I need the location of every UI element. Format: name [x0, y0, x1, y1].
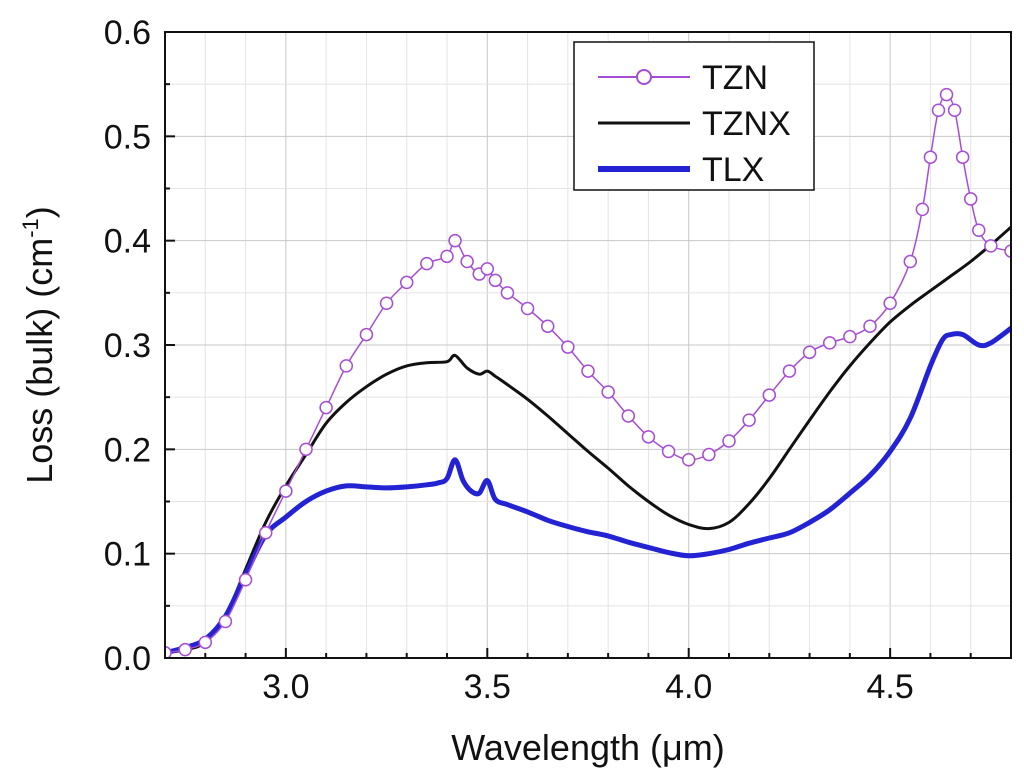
data-point-tzn — [681, 453, 696, 467]
x-tick-label: 4.5 — [867, 668, 914, 706]
data-point-tzn — [722, 434, 736, 448]
data-point-tzn — [379, 296, 394, 311]
data-point-tzn — [883, 296, 897, 311]
data-point-tzn — [339, 359, 354, 373]
x-axis-title-unit: μm — [662, 727, 713, 768]
data-point-tzn — [165, 646, 172, 658]
series-line-tznx — [165, 225, 1011, 655]
data-point-tzn — [955, 150, 970, 164]
data-point-tzn — [863, 319, 877, 333]
series-tlx — [165, 325, 1011, 656]
y-axis-title-sup: -1 — [18, 218, 43, 238]
data-point-tzn — [939, 87, 954, 102]
data-point-tzn — [843, 329, 857, 344]
data-point-tzn — [702, 447, 716, 462]
y-tick-label: 0.6 — [104, 14, 151, 52]
data-point-tzn — [399, 275, 414, 290]
x-axis-title-close: ) — [713, 727, 725, 768]
y-axis-title-text: Loss (bulk) (cm — [19, 238, 60, 484]
data-point-tzn — [488, 273, 503, 288]
data-point-tzn — [561, 340, 575, 354]
data-point-tzn — [218, 614, 233, 629]
series-layer — [165, 87, 1011, 658]
series-tzn — [165, 87, 1011, 658]
data-point-tzn — [500, 286, 515, 300]
legend-label-tznx: TZNX — [702, 105, 791, 143]
data-point-tzn — [279, 484, 293, 498]
x-tick-label: 3.0 — [262, 668, 309, 706]
data-point-tzn — [258, 526, 273, 540]
y-tick-label: 0.5 — [104, 118, 151, 156]
data-point-tzn — [238, 573, 253, 587]
data-point-tzn — [178, 642, 192, 657]
data-point-tzn — [641, 430, 656, 444]
y-tick-label: 0.4 — [104, 223, 151, 261]
y-tick-label: 0.3 — [104, 327, 151, 365]
data-point-tzn — [540, 319, 555, 333]
y-tick-label: 0.2 — [104, 431, 151, 469]
data-point-tzn — [319, 400, 333, 415]
x-axis-title-text: Wavelength ( — [451, 727, 662, 768]
data-point-tzn — [480, 262, 495, 276]
legend-label-tlx: TLX — [702, 151, 764, 189]
x-tick-label: 4.0 — [665, 668, 712, 706]
legend-label-tzn: TZN — [702, 59, 768, 97]
data-point-tzn — [822, 336, 837, 350]
axis-ticks: 3.0 3.5 4.0 4.5 0.0 0.1 0.2 0.3 0.4 0.5 0.6 — [104, 14, 1012, 706]
legend-marker-tzn — [636, 69, 652, 85]
data-point-tzn — [931, 103, 946, 117]
series-line-tlx — [165, 325, 1011, 656]
data-point-tzn — [742, 413, 756, 427]
data-point-tzn — [1004, 244, 1011, 258]
x-axis-title: Wavelength (μm) — [451, 727, 725, 768]
y-axis-title-close: ) — [19, 206, 60, 218]
data-point-tzn — [972, 223, 986, 237]
legend: TZN TZNX TLX — [573, 41, 815, 191]
data-point-tzn — [782, 364, 797, 378]
y-tick-label: 0.0 — [104, 640, 151, 678]
series-tznx — [165, 225, 1011, 655]
legend-item-tzn: TZN — [598, 59, 768, 97]
y-tick-label: 0.1 — [104, 536, 151, 574]
data-point-tzn — [460, 254, 474, 269]
data-point-tzn — [581, 364, 595, 378]
data-point-tzn — [661, 444, 676, 459]
data-point-tzn — [963, 192, 978, 206]
data-point-tzn — [923, 150, 938, 164]
data-point-tzn — [984, 239, 998, 253]
data-point-tzn — [601, 385, 615, 399]
legend-box — [573, 41, 815, 191]
x-tick-label: 3.5 — [464, 668, 511, 706]
data-point-tzn — [520, 301, 535, 316]
data-point-tzn — [915, 202, 930, 217]
data-point-tzn — [198, 635, 213, 650]
data-point-tzn — [420, 256, 434, 271]
data-point-tzn — [903, 254, 918, 269]
data-point-tzn — [762, 388, 777, 402]
legend-item-tznx: TZNX — [598, 105, 791, 143]
data-point-tzn — [802, 345, 817, 360]
data-point-tzn — [440, 249, 454, 264]
data-point-tzn — [448, 233, 462, 248]
legend-item-tlx: TLX — [598, 151, 764, 189]
data-point-tzn — [299, 442, 313, 457]
data-point-tzn — [359, 327, 374, 342]
y-axis-title: Loss (bulk) (cm-1) — [18, 206, 60, 484]
data-point-tzn — [947, 103, 962, 117]
data-point-tzn — [621, 409, 636, 423]
